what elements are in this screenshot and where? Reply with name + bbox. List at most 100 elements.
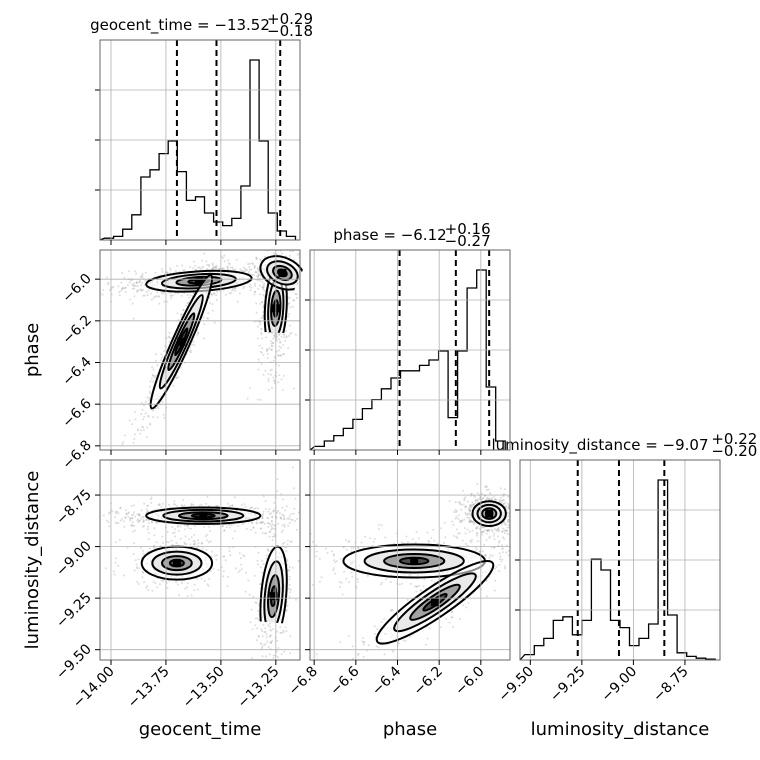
sample-point — [132, 284, 135, 287]
sample-point — [194, 542, 197, 545]
sample-point — [371, 664, 373, 666]
sample-point — [271, 535, 274, 538]
sample-point — [155, 295, 158, 298]
sample-point — [173, 531, 176, 534]
sample-point — [121, 443, 124, 446]
sample-point — [169, 269, 172, 272]
sample-point — [110, 286, 113, 289]
sample-point — [207, 584, 210, 587]
sample-point — [325, 274, 327, 276]
sample-point — [502, 521, 505, 524]
sample-point — [352, 657, 354, 660]
sample-point — [269, 625, 271, 628]
sample-point — [294, 554, 296, 556]
sample-point — [476, 499, 478, 502]
panel-title-geocent_time: geocent_time = −13.52 — [90, 16, 270, 35]
sample-point — [262, 510, 265, 513]
sample-point — [469, 518, 472, 521]
sample-point — [506, 533, 509, 535]
sample-point — [468, 516, 470, 519]
sample-point — [125, 465, 127, 467]
sample-point — [126, 546, 129, 549]
sample-point — [271, 386, 273, 389]
sample-point — [250, 528, 253, 531]
sample-point — [154, 359, 157, 362]
sample-point — [249, 289, 252, 292]
sample-point — [267, 372, 270, 375]
sample-point — [211, 263, 214, 266]
sample-point — [146, 294, 149, 297]
sample-point — [254, 617, 257, 620]
sample-point — [264, 369, 267, 372]
sample-point — [318, 557, 321, 560]
sample-point — [515, 524, 517, 526]
sample-point — [432, 528, 435, 531]
sample-point — [244, 267, 246, 270]
sample-point — [315, 550, 318, 553]
sample-point — [287, 517, 290, 520]
sample-point — [454, 501, 457, 504]
sample-point — [141, 273, 144, 275]
sample-point — [273, 334, 276, 337]
sample-point — [154, 582, 157, 585]
sample-point — [225, 237, 227, 239]
sample-point — [369, 537, 372, 540]
sample-point — [189, 349, 192, 352]
sample-point — [117, 564, 120, 567]
sample-point — [514, 553, 516, 555]
sample-point — [443, 542, 445, 544]
sample-point — [507, 549, 510, 552]
sample-point — [142, 552, 145, 555]
sample-point — [282, 629, 285, 632]
sample-point — [523, 533, 525, 535]
sample-point — [507, 506, 510, 509]
sample-point — [245, 527, 248, 530]
sample-point — [273, 380, 276, 383]
title-sup-geocent_time: +0.29 — [267, 10, 313, 28]
sample-point — [257, 563, 259, 566]
sample-point — [155, 521, 158, 524]
sample-point — [278, 338, 281, 341]
sample-point — [513, 512, 515, 514]
sample-point — [161, 356, 164, 359]
sample-point — [451, 610, 454, 613]
sample-point — [304, 273, 306, 275]
sample-point — [207, 317, 209, 320]
sample-point — [263, 631, 266, 634]
sample-point — [261, 301, 264, 304]
sample-point — [133, 542, 135, 545]
sample-point — [505, 523, 508, 526]
sample-point — [511, 520, 513, 522]
sample-point — [268, 523, 271, 526]
sample-point — [260, 316, 263, 319]
sample-point — [407, 541, 409, 544]
sample-point — [196, 546, 199, 549]
title-sub-geocent_time: −0.18 — [267, 22, 313, 40]
sample-point — [235, 258, 238, 261]
sample-point — [203, 580, 206, 582]
sample-point — [206, 317, 209, 320]
sample-point — [197, 331, 199, 334]
sample-point — [506, 529, 508, 532]
sample-point — [482, 530, 485, 533]
title-sub-phase: −0.27 — [445, 232, 491, 250]
sample-point — [282, 518, 285, 521]
title-main: luminosity_distance = −9.07 — [491, 436, 708, 455]
sample-point — [233, 289, 236, 292]
sample-point — [500, 501, 503, 504]
sample-point — [257, 273, 260, 276]
sample-point — [112, 486, 114, 488]
sample-point — [128, 270, 131, 273]
sample-point — [507, 519, 510, 521]
sample-point — [325, 262, 327, 264]
sample-point — [189, 543, 192, 546]
sample-point — [216, 554, 218, 557]
sample-point — [119, 519, 122, 522]
sample-point — [133, 504, 136, 507]
sample-point — [211, 268, 213, 271]
sample-point — [183, 269, 186, 272]
sample-point — [113, 573, 116, 576]
sample-point — [276, 655, 279, 658]
x-tick-label-phase: −6.8 — [286, 664, 321, 699]
sample-point — [475, 534, 478, 537]
